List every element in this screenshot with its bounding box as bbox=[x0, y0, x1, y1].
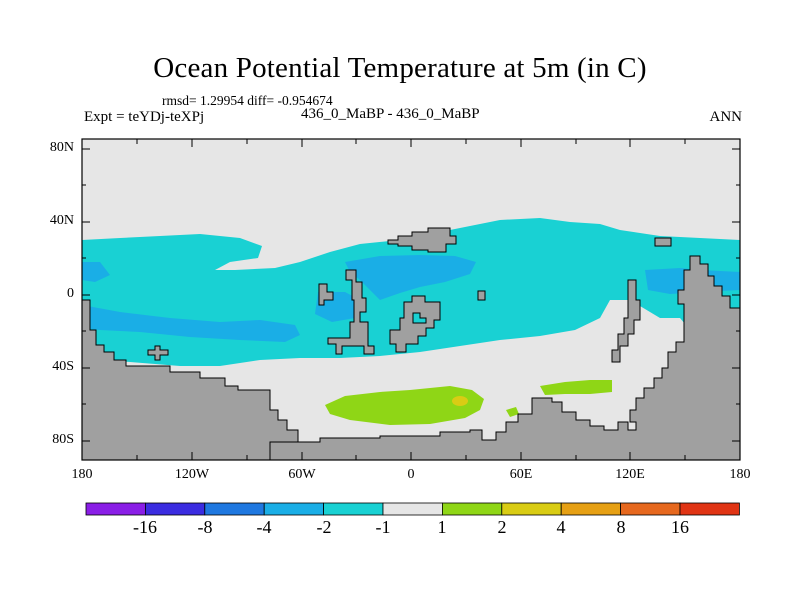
colorbar-box-4 bbox=[263, 502, 325, 516]
land-eastern bbox=[269, 255, 741, 461]
colorbar-box-1 bbox=[85, 502, 146, 516]
land-small-block bbox=[412, 312, 427, 324]
lat-label-40s: 40S bbox=[52, 359, 74, 374]
green-anomaly-small bbox=[506, 407, 519, 417]
colorbar-label: 16 bbox=[671, 517, 689, 537]
colorbar-label: 2 bbox=[497, 517, 507, 537]
lat-ticks bbox=[82, 148, 740, 442]
colorbar-label: 4 bbox=[556, 517, 566, 537]
land-atlantic-west bbox=[318, 283, 334, 306]
colorbar-label: -8 bbox=[197, 517, 213, 537]
blue-anomaly-pacific bbox=[82, 305, 300, 342]
lat-label-40n: 40N bbox=[49, 213, 74, 228]
land-atlantic-arc bbox=[327, 269, 375, 355]
land-central bbox=[389, 295, 441, 353]
lon-ticks bbox=[81, 139, 686, 460]
lon-label-120e: 120E bbox=[615, 467, 645, 482]
experiment-label: Expt = teYDj-teXPj bbox=[84, 109, 205, 125]
colorbar-box-8 bbox=[501, 502, 562, 516]
lon-label-180e: 180 bbox=[729, 467, 751, 482]
plot-title: Ocean Potential Temperature at 5m (in C) bbox=[153, 52, 647, 84]
lon-label-180w: 180 bbox=[71, 467, 93, 482]
colorbar-box-6 bbox=[382, 502, 443, 516]
land-peninsula bbox=[611, 279, 641, 363]
lon-label-120w: 120W bbox=[174, 467, 210, 482]
land-mask bbox=[81, 227, 741, 461]
colorbar-label: -16 bbox=[133, 517, 157, 537]
colorbar-label: 1 bbox=[437, 517, 447, 537]
season-label: ANN bbox=[709, 109, 743, 125]
colorbar-box-3 bbox=[204, 502, 265, 516]
green-anomaly-south-atlantic bbox=[325, 386, 484, 425]
lon-label-60e: 60E bbox=[509, 467, 533, 482]
lat-label-80s: 80S bbox=[52, 432, 74, 447]
land-islet-north bbox=[654, 237, 672, 247]
colorbar-label: 8 bbox=[616, 517, 626, 537]
lon-label-60w: 60W bbox=[288, 467, 316, 482]
green-anomaly-indian-south bbox=[540, 380, 612, 395]
land-southwest bbox=[81, 299, 299, 461]
blue-anomaly-atlantic bbox=[345, 255, 476, 300]
lat-label-80n: 80N bbox=[49, 140, 74, 155]
blue-anomaly-west-pacific bbox=[82, 262, 110, 282]
lon-label-0: 0 bbox=[407, 467, 415, 482]
land-northern bbox=[387, 227, 457, 253]
center-label: 436_0_MaBP - 436_0_MaBP bbox=[301, 106, 480, 122]
lat-label-0: 0 bbox=[67, 286, 74, 301]
colorbar-box-7 bbox=[441, 502, 503, 516]
colorbar-box-11 bbox=[679, 502, 740, 516]
colorbar-box-10 bbox=[620, 502, 681, 516]
colorbar-label: -2 bbox=[316, 517, 332, 537]
land-islet bbox=[477, 290, 486, 301]
colorbar-label: -4 bbox=[256, 517, 272, 537]
colorbar-label: -1 bbox=[375, 517, 391, 537]
colorbar-box-9 bbox=[560, 502, 622, 516]
colorbar-box-5 bbox=[323, 502, 384, 516]
colorbar-box-2 bbox=[144, 502, 206, 516]
stats-line: rmsd= 1.29954 diff= -0.954674 bbox=[162, 93, 333, 108]
colorbar bbox=[85, 502, 740, 516]
land-small-island-west bbox=[147, 345, 169, 361]
yellow-anomaly-spot bbox=[452, 396, 468, 406]
